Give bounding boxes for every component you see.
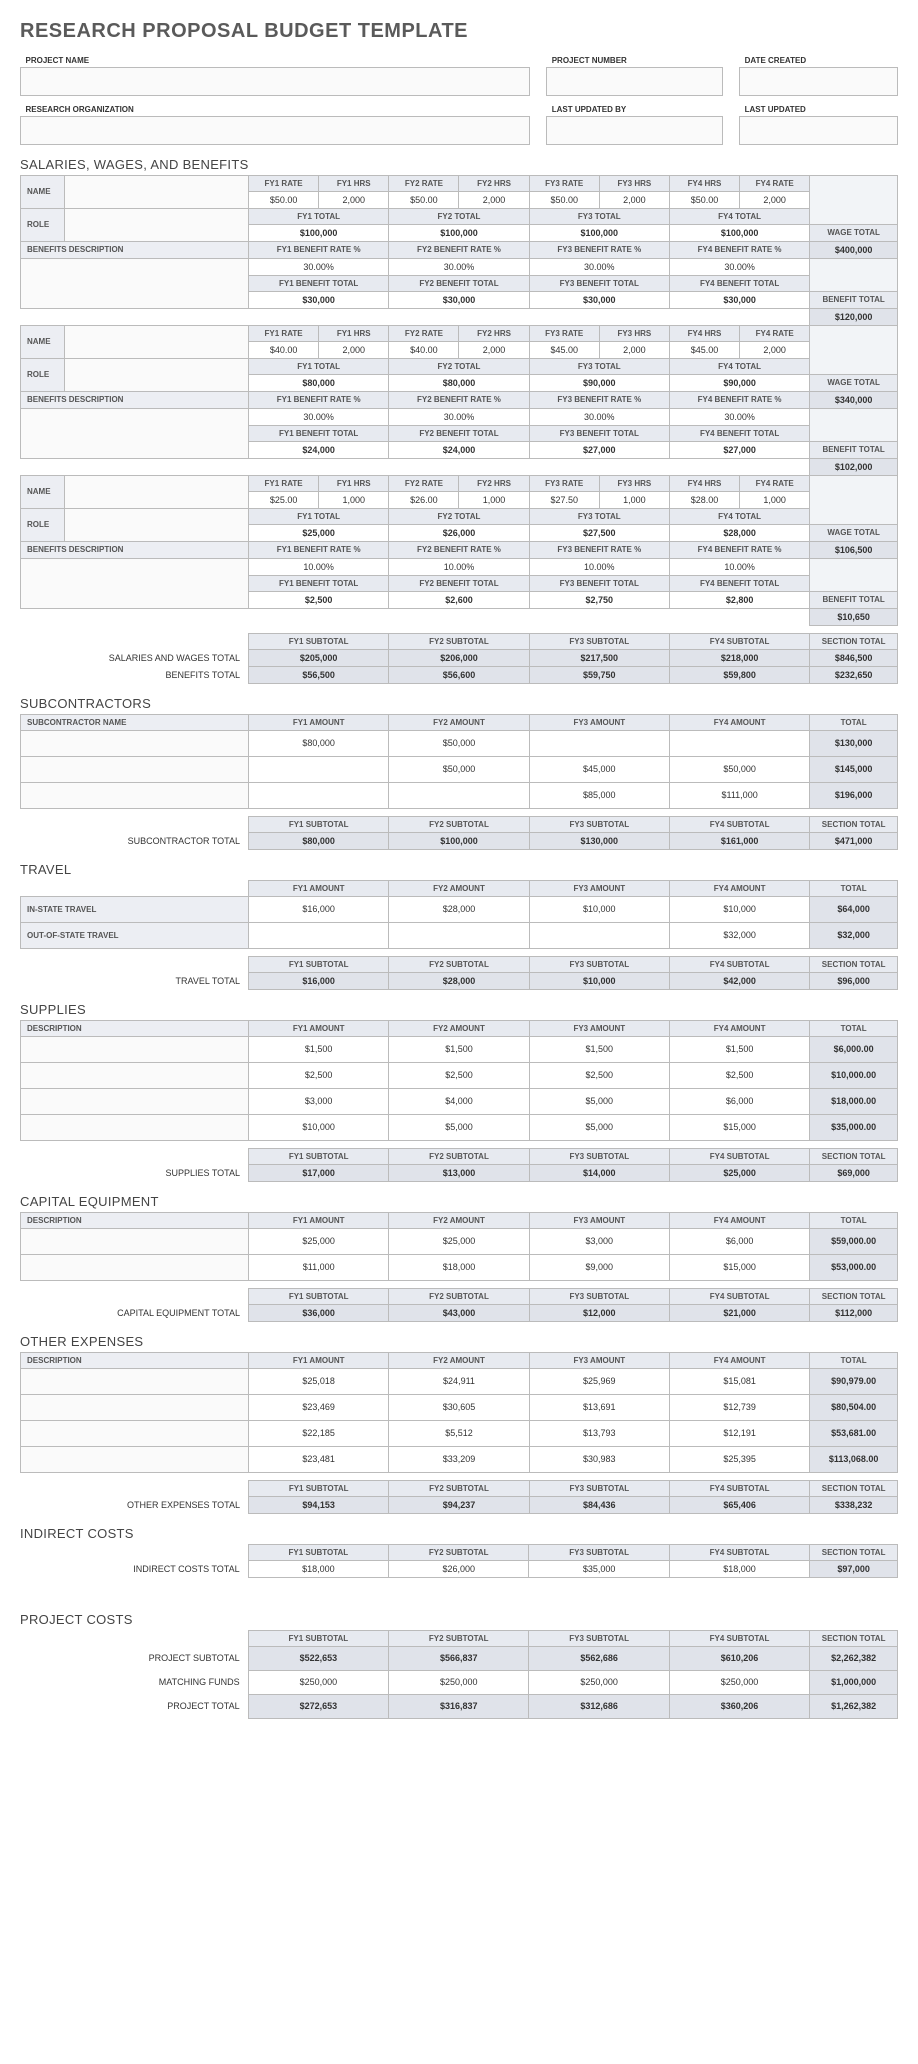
other-title: OTHER EXPENSES xyxy=(20,1334,898,1349)
name-input[interactable] xyxy=(64,175,248,208)
salaries-title: SALARIES, WAGES, AND BENEFITS xyxy=(20,157,898,172)
date-created-label: DATE CREATED xyxy=(740,53,898,68)
capital-title: CAPITAL EQUIPMENT xyxy=(20,1194,898,1209)
project-costs-title: PROJECT COSTS xyxy=(20,1612,898,1627)
research-org-label: RESEARCH ORGANIZATION xyxy=(21,102,530,117)
role-input[interactable] xyxy=(64,208,248,241)
indirect-table: FY1 SUBTOTALFY2 SUBTOTALFY3 SUBTOTALFY4 … xyxy=(20,1544,898,1578)
last-updated-by-label: LAST UPDATED BY xyxy=(547,102,722,117)
last-updated-input[interactable] xyxy=(740,116,898,144)
research-org-input[interactable] xyxy=(21,116,530,144)
travel-title: TRAVEL xyxy=(20,862,898,877)
supplies-table: DESCRIPTIONFY1 AMOUNTFY2 AMOUNTFY3 AMOUN… xyxy=(20,1020,898,1182)
salaries-table: NAME FY1 RATEFY1 HRSFY2 RATEFY2 HRSFY3 R… xyxy=(20,175,898,684)
supplies-title: SUPPLIES xyxy=(20,1002,898,1017)
name-label: NAME xyxy=(21,175,65,208)
subcontractors-title: SUBCONTRACTORS xyxy=(20,696,898,711)
page-title: RESEARCH PROPOSAL BUDGET TEMPLATE xyxy=(20,20,898,43)
last-updated-label: LAST UPDATED xyxy=(740,102,898,117)
indirect-title: INDIRECT COSTS xyxy=(20,1526,898,1541)
project-name-input[interactable] xyxy=(21,68,530,96)
benefits-total-label: BENEFITS TOTAL xyxy=(21,666,249,683)
date-created-input[interactable] xyxy=(740,68,898,96)
travel-table: FY1 AMOUNTFY2 AMOUNTFY3 AMOUNTFY4 AMOUNT… xyxy=(20,880,898,990)
project-number-input[interactable] xyxy=(547,68,722,96)
subcontractors-table: SUBCONTRACTOR NAMEFY1 AMOUNTFY2 AMOUNTFY… xyxy=(20,714,898,850)
role-label: ROLE xyxy=(21,208,65,241)
project-number-label: PROJECT NUMBER xyxy=(547,53,722,68)
other-table: DESCRIPTIONFY1 AMOUNTFY2 AMOUNTFY3 AMOUN… xyxy=(20,1352,898,1514)
project-name-label: PROJECT NAME xyxy=(21,53,530,68)
project-header: PROJECT NAME PROJECT NUMBER DATE CREATED… xyxy=(20,53,898,145)
last-updated-by-input[interactable] xyxy=(547,116,722,144)
benefits-desc-input[interactable] xyxy=(21,258,249,308)
capital-table: DESCRIPTIONFY1 AMOUNTFY2 AMOUNTFY3 AMOUN… xyxy=(20,1212,898,1322)
project-costs-table: FY1 SUBTOTALFY2 SUBTOTALFY3 SUBTOTALFY4 … xyxy=(20,1630,898,1719)
sw-total-label: SALARIES AND WAGES TOTAL xyxy=(21,649,249,666)
